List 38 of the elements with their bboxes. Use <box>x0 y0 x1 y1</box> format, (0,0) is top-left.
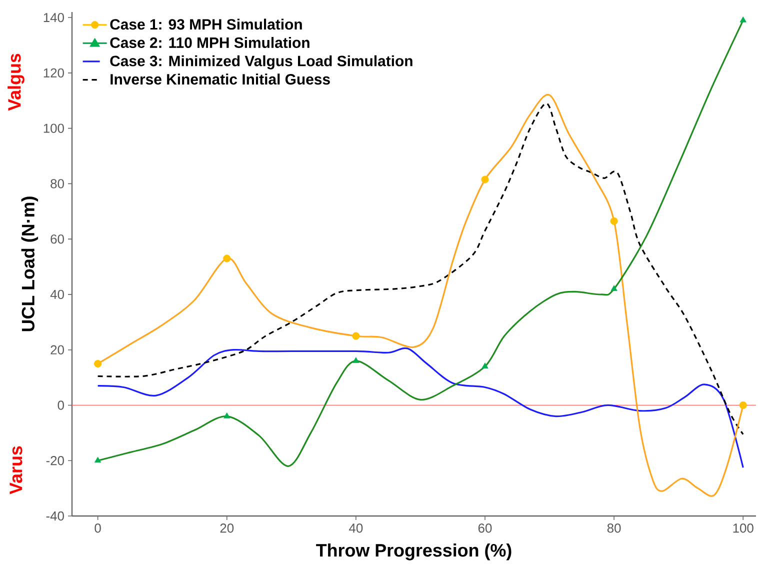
line-series <box>97 347 744 468</box>
y-tick-label: 100 <box>44 124 64 133</box>
y-tick-label: 0 <box>58 400 64 410</box>
point <box>610 217 618 225</box>
point <box>352 357 360 363</box>
point <box>740 16 746 22</box>
x-axis-title: Throw Progression (%) <box>316 544 512 560</box>
y-tick-label: 60 <box>50 234 64 244</box>
legend-label: Inverse Kinematic Initial Guess <box>110 74 330 85</box>
text: Varus <box>10 446 22 494</box>
y-tick-label: 40 <box>50 290 64 300</box>
point <box>481 176 489 184</box>
y-tick-label: 80 <box>50 179 64 188</box>
y-axis-title: UCL Load (N·m) <box>21 196 38 332</box>
x-tick-label: 20 <box>220 524 234 533</box>
y-tick-label: 120 <box>44 68 64 78</box>
legend-label: Case 1: 93 MPH Simulation <box>110 18 302 30</box>
y-tick-label: -20 <box>46 456 64 466</box>
x-tick-label: 40 <box>349 524 363 533</box>
point <box>352 332 360 340</box>
line-series <box>97 102 744 436</box>
point <box>610 285 618 291</box>
x-tick-label: 60 <box>478 524 492 533</box>
y-tick-label: 20 <box>50 345 64 354</box>
x-tick-label: 0 <box>94 524 101 533</box>
legend-label: Case 2: 110 MPH Simulation <box>110 37 310 48</box>
text: Valgus <box>8 54 24 111</box>
point <box>223 254 231 262</box>
point <box>739 401 747 410</box>
y-tick-label: 140 <box>44 12 64 22</box>
point <box>224 412 230 418</box>
legend-label: Case 3: Minimized Valgus Load Simulation <box>110 55 412 70</box>
point <box>94 360 102 368</box>
y-tick-label: -40 <box>46 511 64 521</box>
x-tick-label: 100 <box>733 524 754 533</box>
point <box>482 362 488 368</box>
x-tick-label: 80 <box>607 524 621 533</box>
point <box>94 456 102 463</box>
